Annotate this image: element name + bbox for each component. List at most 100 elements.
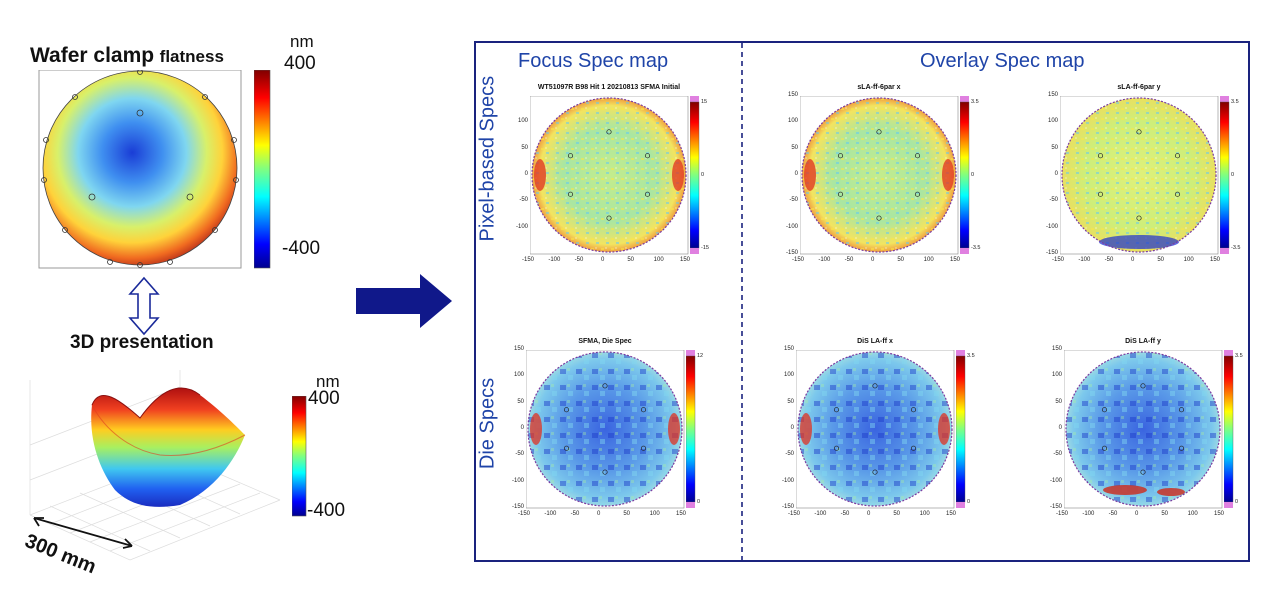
- y-tick-label: 50: [791, 144, 798, 151]
- y-tick-label: 0: [790, 425, 794, 431]
- y-tick-label: 50: [787, 398, 794, 405]
- x-tick-label: 150: [680, 257, 691, 263]
- y-tick-label: -50: [515, 451, 524, 458]
- x-tick-label: -150: [1056, 511, 1069, 517]
- y-tick-label: 100: [517, 118, 528, 125]
- y-tick-label: 150: [783, 346, 794, 352]
- x-tick-label: 0: [871, 257, 875, 263]
- spec-map-plot: [526, 350, 685, 509]
- x-tick-label: -100: [548, 257, 561, 263]
- x-tick-label: 100: [653, 257, 664, 263]
- y-tick-label: 100: [1051, 372, 1062, 379]
- double-arrow-icon: [128, 276, 160, 336]
- x-tick-label: 0: [1131, 257, 1135, 263]
- y-tick-label: 150: [1047, 92, 1058, 98]
- y-tick-label: 150: [787, 92, 798, 98]
- y-tick-label: -150: [785, 250, 798, 256]
- y-tick-label: 0: [794, 171, 798, 177]
- x-tick-label: 50: [893, 511, 901, 517]
- x-tick-label: 150: [1214, 511, 1225, 517]
- colorbar-tick-label: 3.5: [1231, 99, 1239, 105]
- x-tick-label: -100: [814, 511, 827, 517]
- clamp-unit-label: nm: [290, 32, 314, 51]
- x-tick-label: 150: [946, 511, 957, 517]
- colorbar-tick-label: 15: [701, 99, 708, 105]
- y-tick-label: -150: [1045, 250, 1058, 256]
- y-tick-label: -150: [511, 504, 524, 510]
- y-tick-label: 100: [1047, 118, 1058, 125]
- spec-map-colorbar: [686, 350, 696, 508]
- spec-map-plot: [1064, 350, 1223, 509]
- clamp-flatness-map: [38, 70, 242, 269]
- x-tick-label: 150: [950, 257, 961, 263]
- y-tick-label: -150: [781, 504, 794, 510]
- y-tick-label: -50: [519, 197, 528, 204]
- x-tick-label: 150: [676, 511, 687, 517]
- x-tick-label: -150: [792, 257, 805, 263]
- y-tick-label: -100: [781, 477, 794, 484]
- colorbar-tick-label: -3.5: [971, 245, 981, 251]
- surface-3d-plot: [29, 370, 281, 561]
- spec-map-plot: [530, 96, 689, 255]
- focus-spec-title: Focus Spec map: [518, 50, 669, 72]
- y-tick-label: 50: [1055, 398, 1062, 405]
- spec-map-panel: [474, 41, 1250, 562]
- dimension-arrow-icon: [33, 517, 133, 549]
- y-tick-label: 50: [517, 398, 524, 405]
- x-tick-label: -50: [574, 257, 584, 263]
- x-tick-label: 0: [597, 511, 601, 517]
- y-tick-label: -50: [1053, 451, 1062, 458]
- x-tick-label: -50: [1104, 257, 1114, 263]
- x-tick-label: 0: [867, 511, 871, 517]
- spec-map-title: sLA-ff-6par y: [1117, 84, 1161, 91]
- spec-map-plot: [796, 350, 955, 509]
- y-tick-label: 150: [513, 346, 524, 352]
- clamp-flatness-title: Wafer clamp flatness: [30, 44, 224, 67]
- y-tick-label: -100: [511, 477, 524, 484]
- x-tick-label: -50: [1108, 511, 1118, 517]
- colorbar-tick-label: -3.5: [1231, 245, 1241, 251]
- x-tick-label: 100: [1187, 511, 1198, 517]
- x-tick-label: -100: [1082, 511, 1095, 517]
- x-tick-label: 150: [1210, 257, 1221, 263]
- x-tick-label: 100: [919, 511, 930, 517]
- y-tick-label: 100: [783, 372, 794, 379]
- clamp-cbar-max: 400: [284, 53, 316, 74]
- panel-divider: [741, 43, 743, 561]
- colorbar-tick-label: 0: [971, 172, 975, 178]
- colorbar-tick-label: 0: [701, 172, 705, 178]
- spec-map-title: SFMA, Die Spec: [578, 338, 632, 345]
- clamp-colorbar: [254, 70, 271, 269]
- surface-unit-label: nm: [316, 372, 340, 391]
- x-tick-label: -100: [544, 511, 557, 517]
- y-tick-label: 0: [524, 171, 528, 177]
- x-tick-label: -150: [518, 511, 531, 517]
- y-tick-label: -100: [515, 223, 528, 230]
- colorbar-tick-label: 0: [967, 499, 971, 505]
- spec-map-title: DiS LA-ff y: [1125, 338, 1161, 345]
- y-tick-label: 0: [1054, 171, 1058, 177]
- y-tick-label: 100: [513, 372, 524, 379]
- x-tick-label: 50: [627, 257, 635, 263]
- colorbar-tick-label: 0: [1235, 499, 1239, 505]
- overlay-spec-title: Overlay Spec map: [920, 50, 1085, 72]
- y-tick-label: -50: [785, 451, 794, 458]
- row-title-die: Die Specs: [476, 377, 499, 470]
- y-tick-label: -50: [1049, 197, 1058, 204]
- presentation-title: 3D presentation: [70, 332, 214, 353]
- x-tick-label: 50: [623, 511, 631, 517]
- surface-colorbar: [292, 396, 307, 517]
- x-tick-label: 100: [1183, 257, 1194, 263]
- colorbar-tick-label: -15: [701, 245, 709, 251]
- spec-map-title: WT51097R B98 Hit 1 20210813 SFMA Initial: [537, 84, 681, 91]
- colorbar-tick-label: 12: [697, 353, 704, 359]
- y-tick-label: -150: [1049, 504, 1062, 510]
- colorbar-tick-label: 0: [697, 499, 701, 505]
- x-tick-label: -150: [788, 511, 801, 517]
- x-tick-label: 100: [923, 257, 934, 263]
- surface-cbar-max: 400: [308, 388, 340, 409]
- colorbar-tick-label: 3.5: [1235, 353, 1243, 359]
- y-tick-label: -100: [785, 223, 798, 230]
- y-tick-label: -50: [789, 197, 798, 204]
- x-tick-label: 50: [1157, 257, 1165, 263]
